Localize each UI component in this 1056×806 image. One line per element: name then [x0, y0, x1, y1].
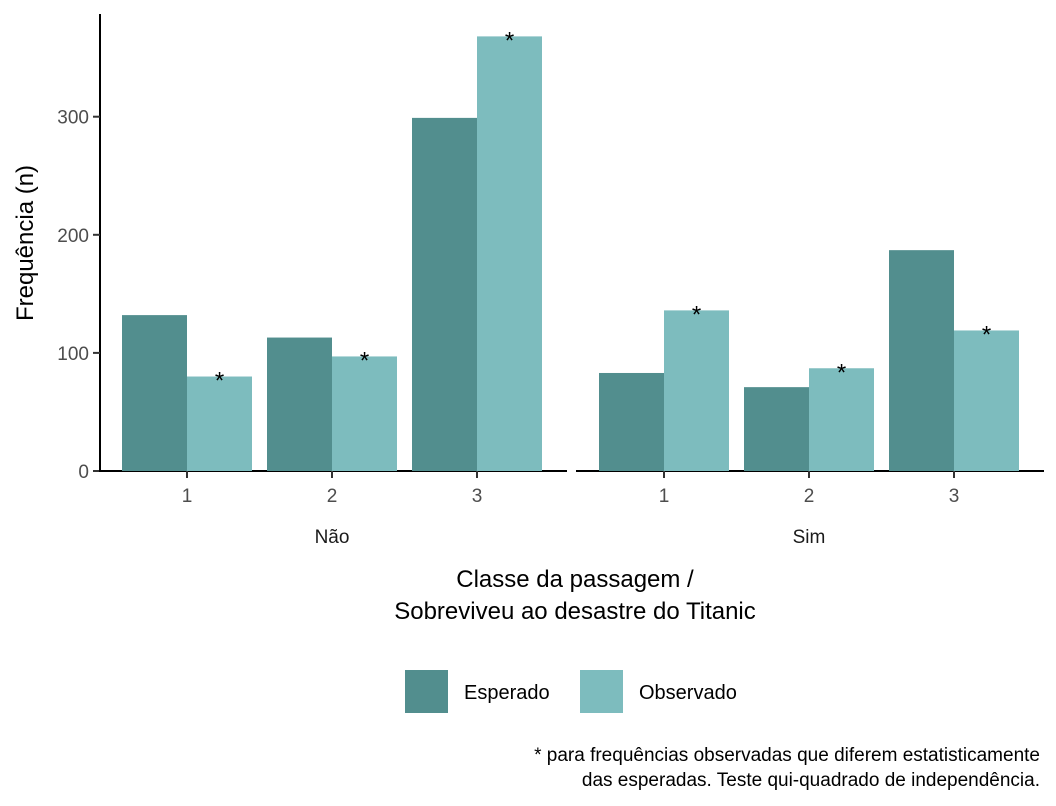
legend-swatch-esperado: [405, 670, 448, 713]
significance-marker: *: [360, 347, 369, 374]
facet-label: Sim: [793, 527, 826, 548]
significance-marker: *: [982, 321, 991, 348]
legend-label-observado: Observado: [639, 682, 737, 704]
x-tick-label: 1: [659, 486, 670, 507]
bar-observado: [477, 36, 542, 471]
caption-line-1: * para frequências observadas que difere…: [534, 745, 1040, 766]
legend-label-esperado: Esperado: [464, 682, 550, 704]
significance-marker: *: [505, 27, 514, 54]
facet-label: Não: [315, 527, 350, 548]
x-tick-label: 3: [472, 486, 483, 507]
bar-esperado: [412, 117, 477, 472]
significance-marker: *: [837, 359, 846, 386]
bar-observado: [809, 368, 874, 471]
y-tick-label: 300: [57, 108, 89, 129]
significance-marker: *: [215, 368, 224, 395]
bar-esperado: [122, 315, 187, 471]
significance-marker: *: [692, 301, 701, 328]
x-tick-label: 3: [949, 486, 960, 507]
bar-observado: [664, 310, 729, 471]
bar-observado: [954, 330, 1019, 471]
legend: Esperado Observado: [405, 670, 737, 713]
x-tick-label: 2: [327, 486, 338, 507]
x-axis-title-line-1: Classe da passagem /: [456, 566, 694, 593]
bar-observado: [332, 356, 397, 471]
y-axis-title: Frequência (n): [12, 165, 39, 321]
caption-line-2: das esperadas. Teste qui-quadrado de ind…: [582, 770, 1040, 791]
bar-esperado: [599, 372, 664, 471]
bar-esperado: [267, 337, 332, 471]
chart-panels: 0 100 200 300 * 1 * 2 * 3 Não * 1 * 2 * 3 Sim: [57, 14, 1044, 548]
x-axis-title-line-2: Sobreviveu ao desastre do Titanic: [394, 598, 756, 625]
y-tick-label: 0: [78, 462, 89, 483]
legend-swatch-observado: [580, 670, 623, 713]
x-tick-label: 1: [182, 486, 193, 507]
y-tick-label: 200: [57, 226, 89, 247]
y-tick-label: 100: [57, 344, 89, 365]
bar-observado: [187, 376, 252, 471]
bar-esperado: [744, 387, 809, 471]
bar-esperado: [889, 250, 954, 471]
x-tick-label: 2: [804, 486, 815, 507]
